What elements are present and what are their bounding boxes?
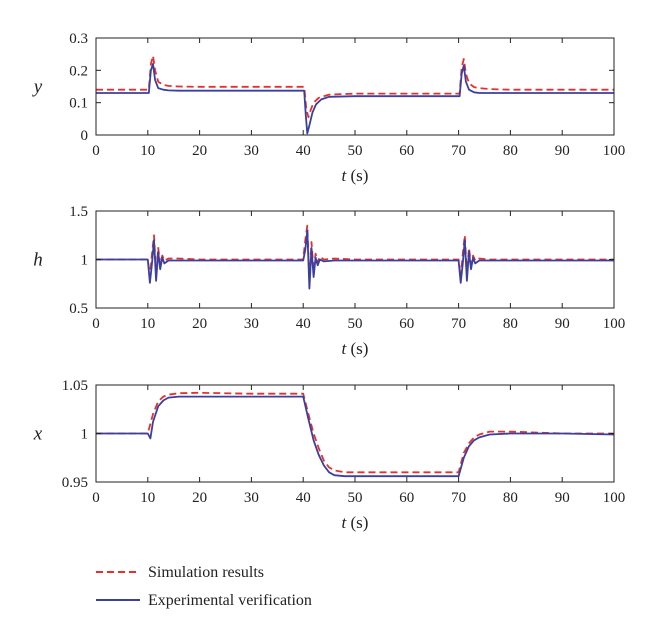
x-tick-label: 80 (503, 490, 518, 506)
x-tick-label: 40 (296, 143, 311, 159)
y-axis-label: h (33, 250, 43, 271)
x-tick-label: 100 (603, 316, 626, 332)
x-tick-label: 30 (244, 490, 259, 506)
series-line-simulation (96, 224, 614, 282)
series-line-simulation (96, 391, 614, 474)
legend-label-experimental: Experimental verification (148, 592, 312, 609)
x-tick-label: 100 (603, 490, 626, 506)
x-axis-label: t (s) (342, 513, 369, 532)
legend-label-simulation: Simulation results (148, 564, 264, 581)
x-tick-label: 70 (451, 490, 466, 506)
x-tick-label: 10 (140, 316, 155, 332)
chart-panel-y: 0 10 20 30 40 50 60 70 80 90 100 0 0.1 0.2 0.3 y t (s) (32, 31, 625, 185)
y-tick-label: 0.5 (69, 301, 88, 317)
x-tick-label: 10 (140, 143, 155, 159)
x-tick-label: 30 (244, 316, 259, 332)
y-tick-label: 1 (81, 253, 89, 269)
x-tick-label: 90 (555, 143, 570, 159)
x-tick-label: 60 (399, 490, 414, 506)
axes-frame (95, 37, 615, 136)
x-tick-label: 20 (192, 316, 207, 332)
x-tick-label: 30 (244, 143, 259, 159)
x-tick-label: 50 (348, 316, 363, 332)
x-tick-label: 40 (296, 490, 311, 506)
x-tick-label: 0 (92, 143, 100, 159)
y-axis-label: x (33, 424, 43, 445)
series-line-experimental (96, 63, 614, 135)
x-tick-label: 80 (503, 316, 518, 332)
y-axis-label: y (32, 77, 43, 98)
x-tick-label: 40 (296, 316, 311, 332)
x-tick-label: 90 (555, 490, 570, 506)
x-tick-label: 20 (192, 490, 207, 506)
series-line-simulation (96, 54, 614, 119)
x-tick-label: 100 (603, 143, 626, 159)
x-tick-label: 0 (92, 490, 100, 506)
chart-panel-h: 0 10 20 30 40 50 60 70 80 90 100 0.5 1 1.5 h t (s) (33, 204, 625, 358)
y-tick-label: 0 (81, 128, 89, 144)
x-tick-label: 50 (348, 490, 363, 506)
x-tick-label: 20 (192, 143, 207, 159)
x-tick-label: 10 (140, 490, 155, 506)
y-tick-label: 0.2 (69, 63, 88, 79)
y-tick-label: 1.5 (69, 204, 88, 220)
x-axis-label: t (s) (342, 166, 369, 185)
series-line-experimental (96, 229, 614, 290)
y-tick-label: 1.05 (62, 378, 88, 394)
x-tick-label: 80 (503, 143, 518, 159)
x-tick-label: 90 (555, 316, 570, 332)
x-tick-label: 70 (451, 316, 466, 332)
series-line-experimental (96, 395, 614, 478)
x-tick-label: 60 (399, 316, 414, 332)
x-tick-label: 60 (399, 143, 414, 159)
x-tick-label: 0 (92, 316, 100, 332)
legend: Simulation results Experimental verifica… (96, 564, 312, 609)
y-tick-label: 0.95 (62, 475, 88, 491)
y-tick-label: 0.3 (69, 31, 88, 47)
x-tick-label: 70 (451, 143, 466, 159)
chart-panel-x: 0 10 20 30 40 50 60 70 80 90 100 0.95 1 1.05 x t (s) (33, 378, 625, 532)
x-tick-label: 50 (348, 143, 363, 159)
y-tick-label: 0.1 (69, 96, 88, 112)
x-axis-label: t (s) (342, 339, 369, 358)
y-tick-label: 1 (81, 427, 89, 443)
